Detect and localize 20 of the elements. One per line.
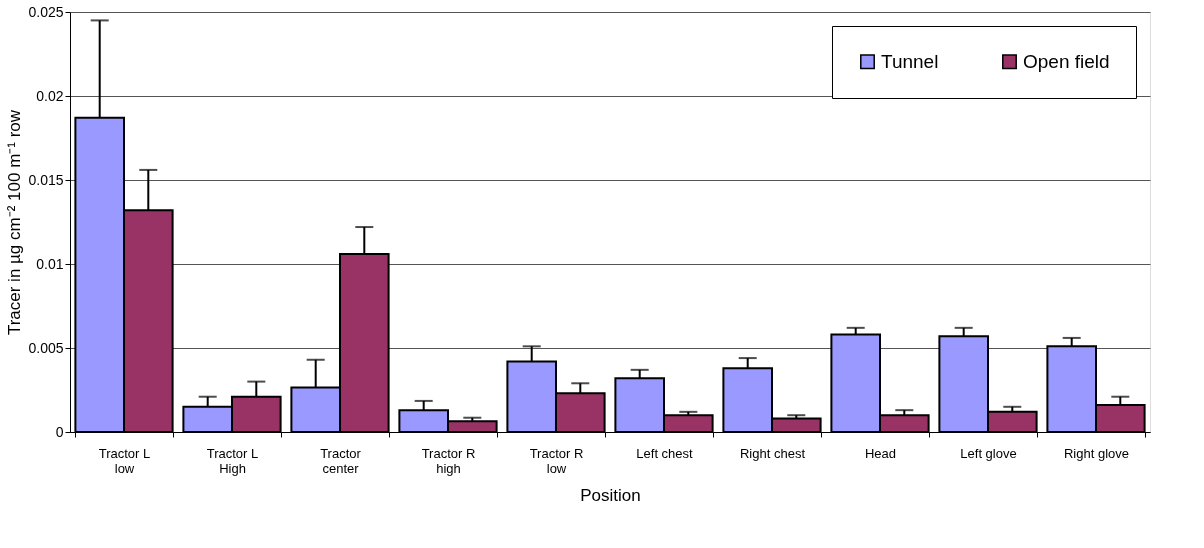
y-tick-label: 0.015 <box>28 171 64 188</box>
y-tick-label: 0.01 <box>36 255 64 272</box>
legend-label: Tunnel <box>881 50 939 72</box>
x-tick-label: Tractor R high <box>421 445 476 476</box>
y-tick-label: 0 <box>55 423 64 440</box>
y-tick-label: 0.005 <box>28 339 64 356</box>
y-tick-label: 0.02 <box>36 87 64 104</box>
x-tick-label: Tractor center <box>320 445 362 476</box>
x-tick-label: Left glove <box>960 445 1017 461</box>
x-tick-label: Right chest <box>739 445 806 461</box>
y-axis-title: Tracer in µg cm⁻² 100 m⁻¹ row <box>5 109 25 336</box>
x-tick-label: Right glove <box>1063 445 1130 461</box>
x-tick-label: Tractor R low <box>529 445 584 476</box>
x-axis-title: Position <box>580 485 641 505</box>
x-tick-label: Left chest <box>636 445 694 461</box>
legend-label: Open field <box>1023 50 1110 72</box>
x-tick-label: Head <box>864 445 897 461</box>
x-tick-label: Tractor L High <box>206 445 259 476</box>
y-tick-label: 0.025 <box>28 3 64 20</box>
x-tick-label: Tractor L low <box>98 445 151 476</box>
